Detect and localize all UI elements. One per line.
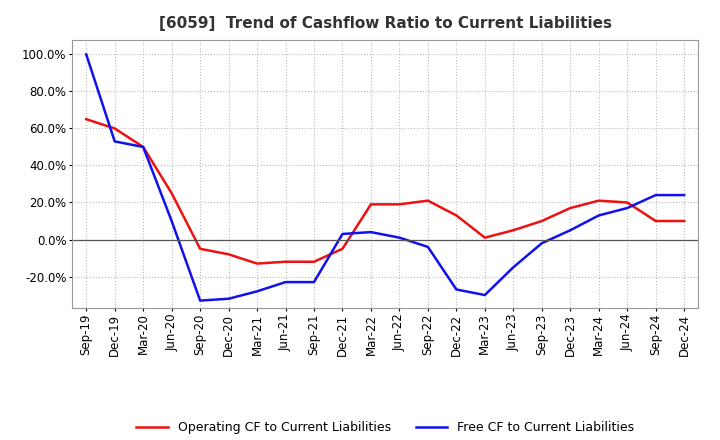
Operating CF to Current Liabilities	[452, 213, 461, 218]
Free CF to Current Liabilities	[423, 244, 432, 249]
Free CF to Current Liabilities	[623, 205, 631, 211]
Operating CF to Current Liabilities	[225, 252, 233, 257]
Free CF to Current Liabilities	[680, 192, 688, 198]
Operating CF to Current Liabilities	[566, 205, 575, 211]
Operating CF to Current Liabilities	[423, 198, 432, 203]
Line: Operating CF to Current Liabilities: Operating CF to Current Liabilities	[86, 119, 684, 264]
Operating CF to Current Liabilities	[338, 246, 347, 251]
Free CF to Current Liabilities	[566, 227, 575, 233]
Operating CF to Current Liabilities	[282, 259, 290, 264]
Title: [6059]  Trend of Cashflow Ratio to Current Liabilities: [6059] Trend of Cashflow Ratio to Curren…	[158, 16, 612, 32]
Free CF to Current Liabilities	[310, 279, 318, 285]
Operating CF to Current Liabilities	[139, 144, 148, 150]
Free CF to Current Liabilities	[509, 264, 518, 270]
Free CF to Current Liabilities	[395, 235, 404, 240]
Operating CF to Current Liabilities	[537, 218, 546, 224]
Free CF to Current Liabilities	[480, 293, 489, 298]
Free CF to Current Liabilities	[167, 218, 176, 224]
Operating CF to Current Liabilities	[253, 261, 261, 266]
Free CF to Current Liabilities	[652, 192, 660, 198]
Free CF to Current Liabilities	[595, 213, 603, 218]
Free CF to Current Liabilities	[253, 289, 261, 294]
Operating CF to Current Liabilities	[167, 191, 176, 196]
Operating CF to Current Liabilities	[366, 202, 375, 207]
Operating CF to Current Liabilities	[680, 218, 688, 224]
Operating CF to Current Liabilities	[82, 117, 91, 122]
Operating CF to Current Liabilities	[623, 200, 631, 205]
Line: Free CF to Current Liabilities: Free CF to Current Liabilities	[86, 55, 684, 301]
Operating CF to Current Liabilities	[196, 246, 204, 251]
Operating CF to Current Liabilities	[595, 198, 603, 203]
Free CF to Current Liabilities	[82, 52, 91, 57]
Free CF to Current Liabilities	[537, 241, 546, 246]
Free CF to Current Liabilities	[225, 296, 233, 301]
Free CF to Current Liabilities	[338, 231, 347, 237]
Operating CF to Current Liabilities	[652, 218, 660, 224]
Free CF to Current Liabilities	[282, 279, 290, 285]
Operating CF to Current Liabilities	[509, 227, 518, 233]
Free CF to Current Liabilities	[139, 144, 148, 150]
Operating CF to Current Liabilities	[395, 202, 404, 207]
Operating CF to Current Liabilities	[310, 259, 318, 264]
Free CF to Current Liabilities	[110, 139, 119, 144]
Free CF to Current Liabilities	[366, 230, 375, 235]
Free CF to Current Liabilities	[452, 287, 461, 292]
Legend: Operating CF to Current Liabilities, Free CF to Current Liabilities: Operating CF to Current Liabilities, Fre…	[131, 416, 639, 439]
Operating CF to Current Liabilities	[480, 235, 489, 240]
Operating CF to Current Liabilities	[110, 126, 119, 131]
Free CF to Current Liabilities	[196, 298, 204, 303]
